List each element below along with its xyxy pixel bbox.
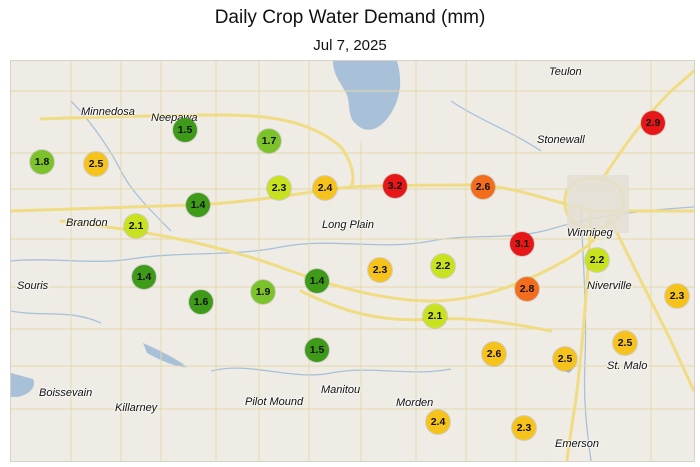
town-winnipeg: Winnipeg: [567, 227, 613, 239]
highway-59: [609, 219, 694, 393]
town-minnedosa: Minnedosa: [81, 106, 135, 118]
town-emerson: Emerson: [555, 438, 600, 450]
station-marker[interactable]: 2.3: [267, 176, 291, 200]
station-marker[interactable]: 3.2: [383, 174, 407, 198]
station-marker[interactable]: 2.1: [124, 214, 148, 238]
station-marker[interactable]: 2.2: [431, 254, 455, 278]
station-marker[interactable]: 1.5: [173, 118, 197, 142]
station-marker[interactable]: 1.5: [305, 338, 329, 362]
station-marker[interactable]: 1.4: [186, 193, 210, 217]
station-marker[interactable]: 2.3: [512, 416, 536, 440]
town-morden: Morden: [396, 397, 434, 409]
highway-16: [39, 113, 355, 189]
lake-lower: [11, 373, 35, 397]
town-brandon: Brandon: [66, 217, 108, 229]
station-marker[interactable]: 2.8: [515, 277, 539, 301]
town-manitou: Manitou: [321, 384, 361, 396]
highway-7: [599, 69, 694, 183]
town-souris: Souris: [17, 280, 49, 292]
town-stonewall: Stonewall: [537, 134, 585, 146]
station-marker[interactable]: 2.5: [553, 347, 577, 371]
station-marker[interactable]: 1.8: [30, 150, 54, 174]
highway-1: [11, 183, 694, 213]
lake-manitoba: [333, 61, 401, 130]
station-marker[interactable]: 2.4: [313, 176, 337, 200]
town-st-malo: St. Malo: [607, 360, 648, 372]
town-pilot-mound: Pilot Mound: [245, 396, 304, 408]
lake-pelican: [143, 343, 187, 368]
station-marker[interactable]: 1.9: [251, 280, 275, 304]
station-marker[interactable]: 1.6: [189, 290, 213, 314]
town-long-plain: Long Plain: [322, 219, 374, 231]
highway-2: [59, 211, 613, 303]
station-marker[interactable]: 2.5: [613, 331, 637, 355]
basemap: [11, 61, 694, 461]
station-marker[interactable]: 2.6: [471, 175, 495, 199]
station-marker[interactable]: 2.1: [423, 304, 447, 328]
station-marker[interactable]: 3.1: [510, 232, 534, 256]
station-marker[interactable]: 2.9: [641, 111, 665, 135]
station-marker[interactable]: 2.4: [426, 410, 450, 434]
town-killarney: Killarney: [115, 402, 158, 414]
station-marker[interactable]: 1.7: [257, 129, 281, 153]
map-canvas[interactable]: Teulon Minnedosa Neepawa Stonewall Winni…: [10, 60, 695, 462]
station-marker[interactable]: 2.2: [585, 248, 609, 272]
winnipeg-urban: [567, 175, 629, 233]
highway-75: [565, 209, 593, 461]
town-teulon: Teulon: [549, 66, 582, 78]
town-boissevain: Boissevain: [39, 387, 93, 399]
town-niverville: Niverville: [587, 280, 632, 292]
station-marker[interactable]: 2.3: [368, 258, 392, 282]
map-date: Jul 7, 2025: [313, 37, 387, 54]
station-marker[interactable]: 2.3: [665, 284, 689, 308]
station-marker[interactable]: 1.4: [305, 269, 329, 293]
station-marker[interactable]: 2.6: [482, 342, 506, 366]
station-marker[interactable]: 1.4: [132, 265, 156, 289]
map-title: Daily Crop Water Demand (mm): [214, 7, 486, 28]
station-marker[interactable]: 2.5: [84, 152, 108, 176]
